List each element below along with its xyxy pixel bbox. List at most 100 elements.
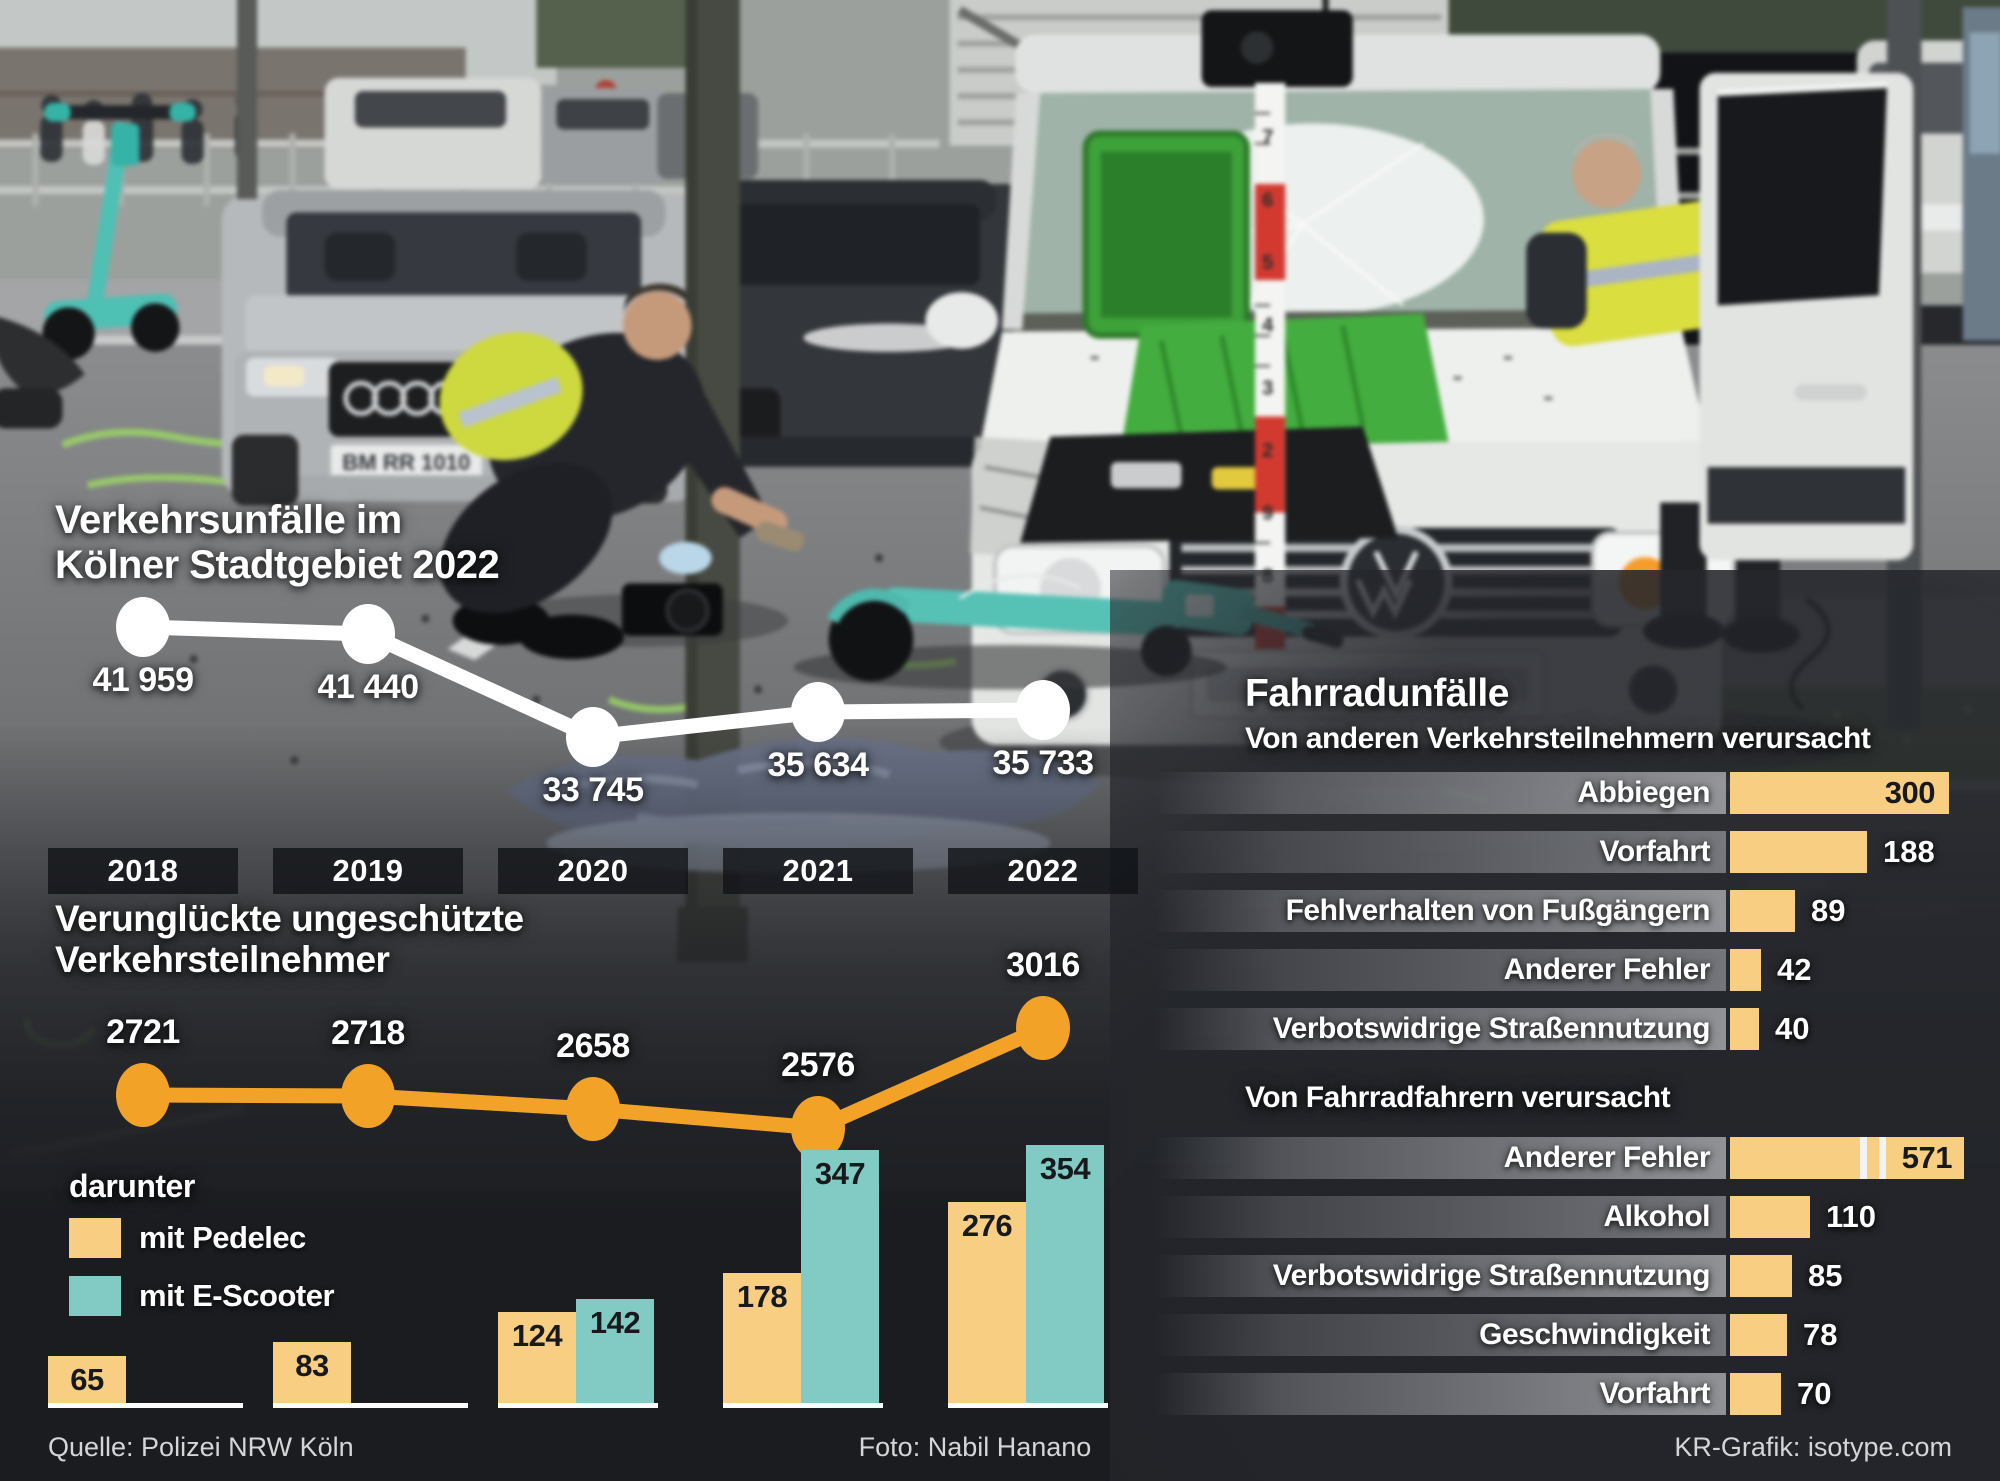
bike-accidents-by-others-bar-2 [1730, 890, 1795, 932]
bike-accidents-by-cyclists-row-bg-2 [1155, 1255, 1726, 1297]
bike-accidents-by-others-row-label-1: Vorfahrt [1599, 835, 1711, 868]
year-label-2019: 2019 [273, 848, 463, 894]
casualties-chart-title-line2: Verkehrsteilnehmer [55, 939, 390, 981]
bike-accidents-by-cyclists-row-label-4: Vorfahrt [1599, 1377, 1711, 1410]
bar-baseline-2022 [948, 1403, 1108, 1408]
bike-accidents-by-others-row-label-3: Anderer Fehler [1503, 953, 1711, 986]
bike-accidents-by-cyclists-row-label-0: Anderer Fehler [1503, 1141, 1711, 1174]
bike-accidents-by-others-row-bg-4 [1155, 1008, 1726, 1050]
bike-accidents-by-cyclists-value-3: 78 [1803, 1317, 1838, 1352]
pedelec-bar-value-2018: 65 [70, 1362, 104, 1397]
bike-accidents-by-others-row-bg-2 [1155, 890, 1726, 932]
bar-baseline-2020 [498, 1403, 658, 1408]
bike-accidents-by-cyclists-row-bg-3 [1155, 1314, 1726, 1356]
bike-accidents-by-cyclists-value-2: 85 [1808, 1258, 1843, 1293]
bike-accidents-by-others-bar-3 [1730, 949, 1761, 991]
bike-accidents-by-others-row-label-4: Verbotswidrige Straßennutzung [1272, 1012, 1711, 1045]
bike-accidents-by-cyclists-bar-4 [1730, 1373, 1781, 1415]
casualties-line-value-label: 2576 [781, 1046, 855, 1084]
pedelec-bar-2021 [723, 1273, 801, 1403]
bike-accidents-by-others-row-label-2: Fehlverhalten von Fußgängern [1285, 894, 1711, 927]
bike-accidents-by-cyclists-bar-1 [1730, 1196, 1810, 1238]
bike-accidents-by-cyclists-bar-3 [1730, 1314, 1787, 1356]
bike-accidents-by-cyclists-row-bg-4 [1155, 1373, 1726, 1415]
casualties-line-value-label: 2658 [556, 1027, 630, 1065]
bar-baseline-2018 [48, 1403, 243, 1408]
bike-accidents-by-others-value-0: 300 [1884, 775, 1936, 810]
pedelec-color-swatch [69, 1218, 121, 1258]
pedelec-bar-value-2020: 124 [511, 1318, 563, 1353]
casualties-line-dot-2020 [566, 1077, 620, 1141]
casualties-line-value-label: 2721 [106, 1013, 180, 1051]
bike-accidents-by-cyclists-value-4: 70 [1797, 1376, 1832, 1411]
accidents-line-value-label: 35 733 [992, 744, 1095, 782]
bar-baseline-2021 [723, 1403, 883, 1408]
casualties-line-value-label: 2718 [331, 1014, 405, 1052]
accidents-chart-title-line2: Kölner Stadtgebiet 2022 [55, 542, 500, 587]
casualties-chart-title: Verunglückte ungeschützte Verkehrsteilne… [55, 898, 524, 981]
bike-accidents-by-cyclists-bar-seg2 [1886, 1137, 1964, 1179]
bike-accidents-by-others-bar-1 [1730, 831, 1867, 873]
pedelec-legend-label: mit Pedelec [139, 1220, 306, 1255]
accidents-line-dot-2019 [341, 604, 395, 664]
accidents-line-value-label: 35 634 [767, 746, 870, 784]
escooter-bar-2022 [1026, 1145, 1104, 1403]
bike-accidents-by-cyclists-value-0: 571 [1901, 1140, 1953, 1175]
bike-accidents-by-others-subtitle: Von anderen Verkehrsteilnehmern verursac… [1245, 722, 1871, 755]
pedelec-bar-2020 [498, 1312, 576, 1403]
bar-baseline-2019 [273, 1403, 468, 1408]
legend-item-escooter: mit E-Scooter [69, 1276, 335, 1316]
bike-accidents-by-others-bar-4 [1730, 1008, 1759, 1050]
bike-accidents-by-others-row-bg-1 [1155, 831, 1726, 873]
bike-accidents-by-others-value-2: 89 [1811, 893, 1846, 928]
bike-accidents-by-others-row-bg-3 [1155, 949, 1726, 991]
source-credit: Quelle: Polizei NRW Köln [48, 1432, 354, 1462]
bike-accidents-by-cyclists-break-mark2 [1879, 1137, 1886, 1179]
pedelec-bar-value-2022: 276 [961, 1208, 1013, 1243]
bike-accidents-by-cyclists-bar-seg1 [1730, 1137, 1860, 1179]
casualties-line-dot-2018 [116, 1063, 170, 1127]
year-label-2020: 2020 [498, 848, 688, 894]
legend-item-pedelec: mit Pedelec [69, 1218, 306, 1258]
pedelec-bar-2022 [948, 1202, 1026, 1403]
escooter-color-swatch [69, 1276, 121, 1316]
escooter-bar-2020 [576, 1299, 654, 1403]
bike-accidents-by-others-row-bg-0 [1155, 772, 1726, 814]
bike-accidents-by-cyclists-row-bg-1 [1155, 1196, 1726, 1238]
escooter-bar-value-2022: 354 [1039, 1151, 1091, 1186]
bike-accidents-by-cyclists-bar-2 [1730, 1255, 1792, 1297]
bike-accidents-by-cyclists-subtitle: Von Fahrradfahrern verursacht [1245, 1081, 1671, 1114]
bike-accidents-by-others-value-4: 40 [1775, 1011, 1810, 1046]
escooter-legend-label: mit E-Scooter [139, 1278, 335, 1313]
accidents-chart-title-line1: Verkehrsunfälle im [55, 498, 402, 542]
casualties-line-value-label: 3016 [1006, 946, 1080, 984]
bike-accidents-by-cyclists-break-mark1 [1860, 1137, 1867, 1179]
pedelec-bar-value-2021: 178 [736, 1279, 788, 1314]
bike-accidents-by-cyclists-row-label-2: Verbotswidrige Straßennutzung [1272, 1259, 1711, 1292]
accidents-line-dot-2022 [1016, 680, 1070, 740]
casualties-line-dot-2019 [341, 1064, 395, 1128]
year-label-2021: 2021 [723, 848, 913, 894]
pedelec-bar-value-2019: 83 [295, 1348, 329, 1383]
accidents-line-value-label: 41 959 [92, 661, 195, 699]
accidents-chart-title: Verkehrsunfälle im Kölner Stadtgebiet 20… [55, 498, 500, 588]
bike-accidents-by-others-value-1: 188 [1883, 834, 1935, 869]
pedelec-bar-2018 [48, 1356, 126, 1403]
bike-accidents-by-others-value-3: 42 [1777, 952, 1812, 987]
year-label-2018: 2018 [48, 848, 238, 894]
bike-accidents-by-others-bar-0 [1730, 772, 1949, 814]
escooter-bar-value-2020: 142 [589, 1305, 641, 1340]
pedelec-bar-2019 [273, 1342, 351, 1403]
year-label-2022: 2022 [948, 848, 1138, 894]
casualties-chart-title-line1: Verunglückte ungeschützte [55, 898, 524, 939]
mode-bars-title: darunter [69, 1168, 195, 1204]
accidents-line-value-label: 41 440 [317, 668, 420, 706]
bike-accidents-by-cyclists-row-bg-0 [1155, 1137, 1726, 1179]
escooter-bar-value-2021: 347 [814, 1156, 866, 1191]
photo-credit: Foto: Nabil Hanano [858, 1432, 1092, 1462]
bike-accidents-by-cyclists-bar-sliver [1867, 1137, 1879, 1179]
casualties-line-dot-2022 [1016, 996, 1070, 1060]
accidents-line-value-label: 33 745 [542, 771, 645, 809]
bike-accidents-by-cyclists-row-label-1: Alkohol [1603, 1200, 1711, 1233]
